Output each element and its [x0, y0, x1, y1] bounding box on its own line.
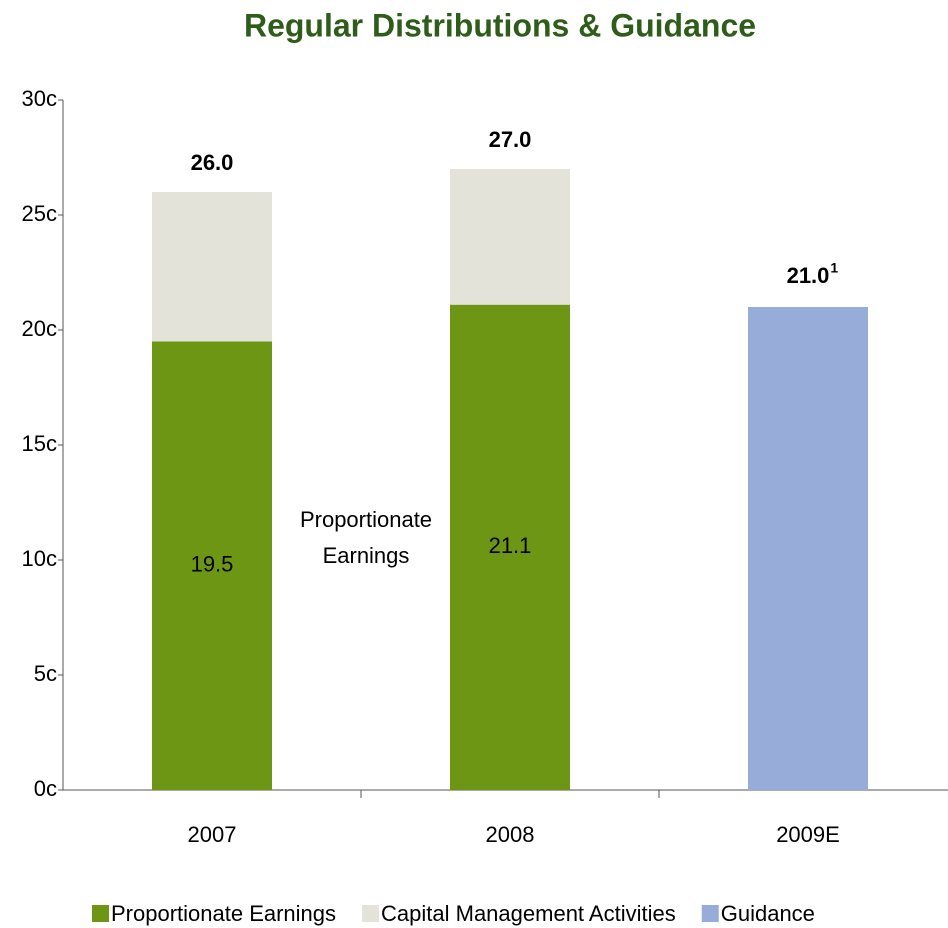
x-tick-label: 2007	[188, 822, 237, 847]
x-tick-label: 2008	[486, 822, 535, 847]
total-label: 26.0	[191, 150, 234, 175]
legend-swatch	[362, 905, 380, 922]
y-tick-label: 30c	[22, 86, 57, 111]
bar-segment	[152, 341, 272, 790]
y-tick-label: 0c	[34, 776, 57, 801]
y-tick-label: 20c	[22, 316, 57, 341]
x-tick-label: 2009E	[776, 822, 840, 847]
legend-label: Capital Management Activities	[381, 901, 676, 926]
bar-segment	[450, 169, 570, 305]
legend-swatch	[92, 905, 109, 922]
annotation: Earnings	[323, 543, 410, 568]
total-label: 27.0	[489, 127, 532, 152]
data-label: 19.5	[191, 552, 234, 577]
footnote-mark: 1	[830, 260, 838, 276]
y-tick-label: 25c	[22, 201, 57, 226]
y-tick-label: 10c	[22, 546, 57, 571]
bar-segment	[152, 192, 272, 342]
data-label: 21.1	[489, 533, 532, 558]
legend-label: Proportionate Earnings	[111, 901, 336, 926]
y-tick-label: 15c	[22, 431, 57, 456]
bar-segment	[748, 307, 868, 790]
data-label: 21.0	[787, 263, 830, 288]
chart-title: Regular Distributions & Guidance	[244, 7, 756, 43]
legend-label: Guidance	[721, 901, 815, 926]
annotation: Proportionate	[300, 507, 432, 532]
legend-swatch	[701, 905, 719, 922]
bar-segment	[450, 304, 570, 790]
y-tick-label: 5c	[34, 661, 57, 686]
